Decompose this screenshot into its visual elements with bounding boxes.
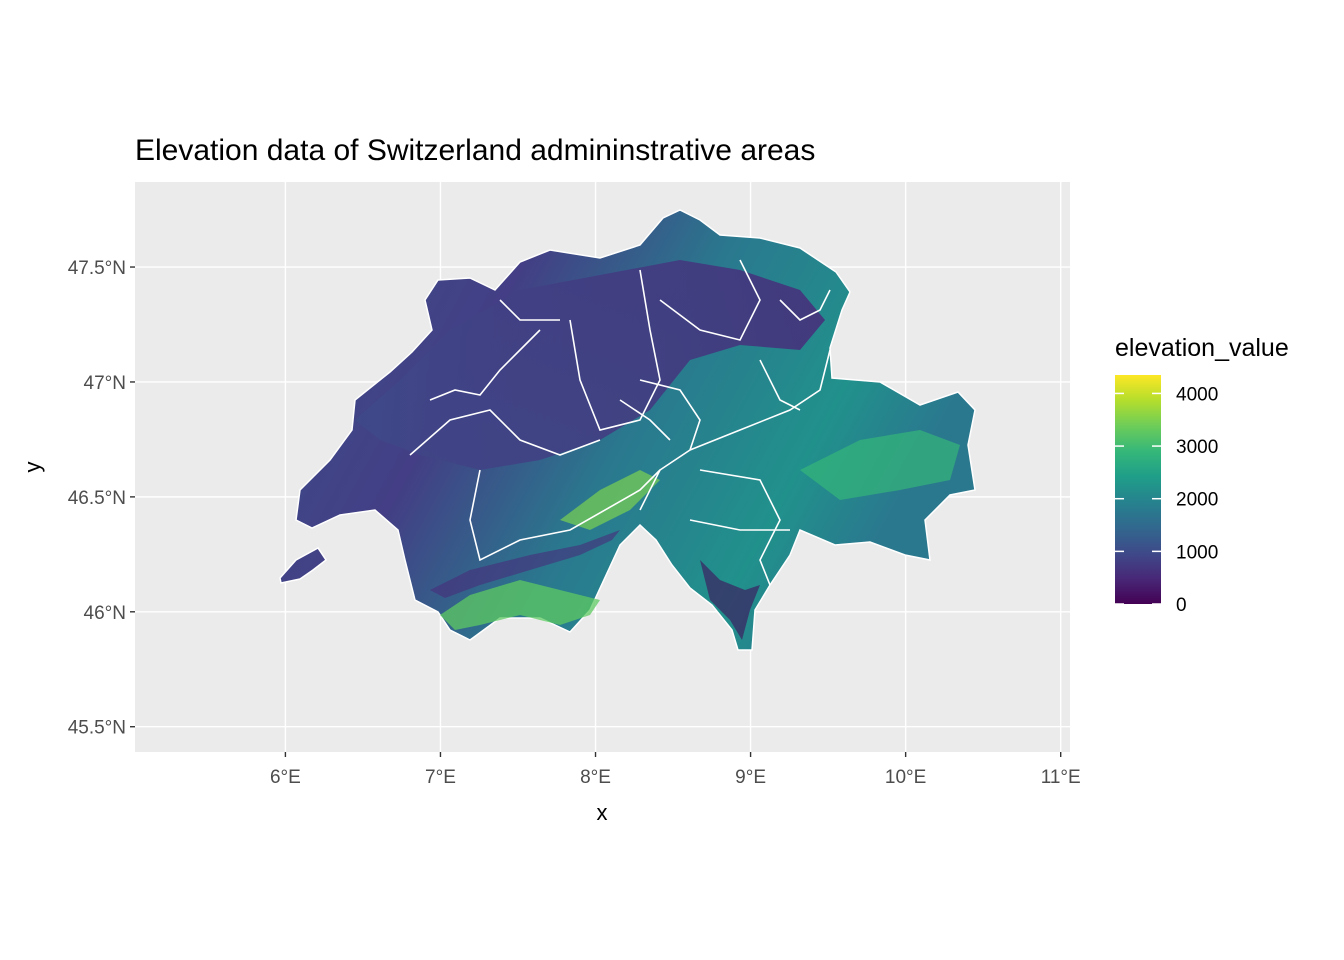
- y-tick-label: 47.5°N: [68, 258, 126, 279]
- legend-label: 1000: [1176, 542, 1218, 563]
- x-tick-label: 10°E: [885, 767, 926, 788]
- alpine-ridge-graubunden: [800, 430, 960, 500]
- legend-title: elevation_value: [1115, 334, 1289, 362]
- chart-title: Elevation data of Switzerland admininstr…: [135, 134, 815, 167]
- x-tick-label: 8°E: [580, 767, 611, 788]
- swiss-plateau: [355, 260, 825, 470]
- y-tick-label: 46°N: [84, 603, 126, 624]
- canton-boundaries: [409, 259, 831, 586]
- legend-label: 2000: [1176, 490, 1218, 511]
- legend-label: 0: [1176, 595, 1187, 616]
- x-tick-label: 6°E: [270, 767, 301, 788]
- legend-label: 4000: [1176, 384, 1218, 405]
- legend-colorbar: [1115, 375, 1161, 604]
- ticino-valleys: [700, 560, 760, 640]
- legend: elevation_value 4000 3000 2000 1000 0: [1115, 334, 1289, 616]
- y-tick-label: 45.5°N: [68, 718, 126, 739]
- switzerland-elevation-map: [279, 209, 976, 651]
- x-axis-title: x: [597, 800, 608, 825]
- x-axis-ticks: 6°E 7°E 8°E 9°E 10°E 11°E: [270, 752, 1081, 788]
- x-tick-label: 11°E: [1041, 767, 1081, 788]
- legend-label: 3000: [1176, 437, 1218, 458]
- alpine-ridge-bernese: [560, 470, 660, 530]
- x-tick-label: 9°E: [735, 767, 766, 788]
- y-tick-label: 47°N: [84, 373, 126, 394]
- alpine-ridge-valais: [440, 580, 600, 630]
- y-axis-title: y: [20, 462, 45, 473]
- rhone-valley: [430, 530, 620, 598]
- x-tick-label: 7°E: [425, 767, 456, 788]
- legend-ticks: 4000 3000 2000 1000 0: [1115, 384, 1218, 616]
- y-axis-ticks: 45.5°N 46°N 46.5°N 47°N 47.5°N: [68, 258, 135, 739]
- y-tick-label: 46.5°N: [68, 488, 126, 509]
